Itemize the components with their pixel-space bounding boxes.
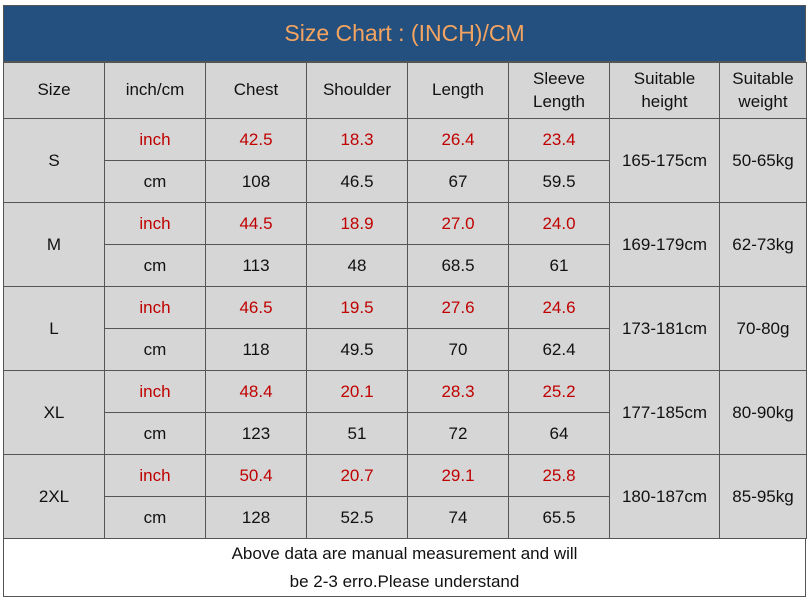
inch-value: 29.1 [407,454,509,497]
size-cell: S [3,118,105,203]
weight-cell: 50-65kg [719,118,807,203]
header-cell: Sleeve Length [508,62,610,119]
cm-value: 67 [407,160,509,203]
size-chart: Size Chart : (INCH)/CM Size inch/cm Chest S… [3,5,807,597]
weight-cell: 62-73kg [719,202,807,287]
height-cell: 169-179cm [609,202,720,287]
weight-cell: 85-95kg [719,454,807,539]
footer-line: Above data are manual measurement and wi… [231,543,578,563]
header-text: Sleeve Length [533,68,585,111]
cm-value: 74 [407,496,509,539]
footer-note: Above data are manual measurement and wi… [3,539,806,597]
unit-label: inch [104,286,206,329]
height-cell: 173-181cm [609,286,720,371]
size-cell: L [3,286,105,371]
inch-value: 24.0 [508,202,610,245]
inch-value: 26.4 [407,118,509,161]
header-text: Length [432,80,484,100]
size-cell: M [3,202,105,287]
unit-label: inch [104,454,206,497]
cm-value: 52.5 [306,496,408,539]
header-cell: Length [407,62,509,119]
cm-value: 108 [205,160,307,203]
unit-label: cm [104,160,206,203]
cm-value: 46.5 [306,160,408,203]
inch-value: 46.5 [205,286,307,329]
header-cell: Shoulder [306,62,408,119]
cm-value: 51 [306,412,408,455]
cm-value: 64 [508,412,610,455]
inch-row: XL inch 48.4 20.1 28.3 25.2 177-185cm 80-90kg [3,370,807,455]
inch-value: 28.3 [407,370,509,413]
cm-value: 113 [205,244,307,287]
unit-label: inch [104,118,206,161]
cm-value: 65.5 [508,496,610,539]
cm-row: cm 113 48 68.5 61 [4,244,807,287]
inch-value: 27.0 [407,202,509,245]
cm-row: cm 118 49.5 70 62.4 [4,328,807,371]
inch-value: 19.5 [306,286,408,329]
inch-value: 25.8 [508,454,610,497]
cm-value: 49.5 [306,328,408,371]
cm-value: 118 [205,328,307,371]
unit-label: cm [104,496,206,539]
header-cell: Size [3,62,105,119]
height-cell: 165-175cm [609,118,720,203]
inch-value: 50.4 [205,454,307,497]
weight-cell: 70-80g [719,286,807,371]
inch-value: 20.1 [306,370,408,413]
inch-value: 18.9 [306,202,408,245]
unit-label: inch [104,370,206,413]
inch-value: 24.6 [508,286,610,329]
header-text: inch/cm [125,80,185,100]
height-cell: 180-187cm [609,454,720,539]
cm-value: 62.4 [508,328,610,371]
cm-value: 48 [306,244,408,287]
inch-value: 27.6 [407,286,509,329]
cm-value: 61 [508,244,610,287]
cm-row: cm 128 52.5 74 65.5 [4,496,807,539]
header-text: Shoulder [322,80,392,100]
unit-label: cm [104,412,206,455]
cm-value: 70 [407,328,509,371]
cm-value: 123 [205,412,307,455]
inch-value: 42.5 [205,118,307,161]
height-cell: 177-185cm [609,370,720,455]
title: Size Chart : (INCH)/CM [3,5,806,62]
cm-value: 59.5 [508,160,610,203]
header-row: Size inch/cm Chest Shoulder Length Sleeve Len… [3,62,807,119]
header-cell: Suitable weight [719,62,807,119]
header-cell: inch/cm [104,62,206,119]
inch-value: 20.7 [306,454,408,497]
inch-value: 48.4 [205,370,307,413]
weight-cell: 80-90kg [719,370,807,455]
header-text: Chest [233,80,279,100]
inch-value: 23.4 [508,118,610,161]
size-table: Size inch/cm Chest Shoulder Length Sleeve Len… [3,62,807,539]
cm-row: cm 108 46.5 67 59.5 [4,160,807,203]
unit-label: inch [104,202,206,245]
cm-value: 68.5 [407,244,509,287]
size-cell: 2XL [3,454,105,539]
unit-label: cm [104,328,206,371]
cm-value: 128 [205,496,307,539]
header-cell: Suitable height [609,62,720,119]
inch-row: 2XL inch 50.4 20.7 29.1 25.8 180-187cm 85-95kg [3,454,807,539]
inch-value: 44.5 [205,202,307,245]
header-text: Suitable weight [732,68,794,111]
cm-row: cm 123 51 72 64 [4,412,807,455]
inch-value: 18.3 [306,118,408,161]
header-text: Size [37,80,71,100]
header-text: Suitable height [633,68,696,111]
footer-line: be 2-3 erro.Please understand [289,571,520,591]
inch-value: 25.2 [508,370,610,413]
unit-label: cm [104,244,206,287]
header-cell: Chest [205,62,307,119]
cm-value: 72 [407,412,509,455]
size-cell: XL [3,370,105,455]
